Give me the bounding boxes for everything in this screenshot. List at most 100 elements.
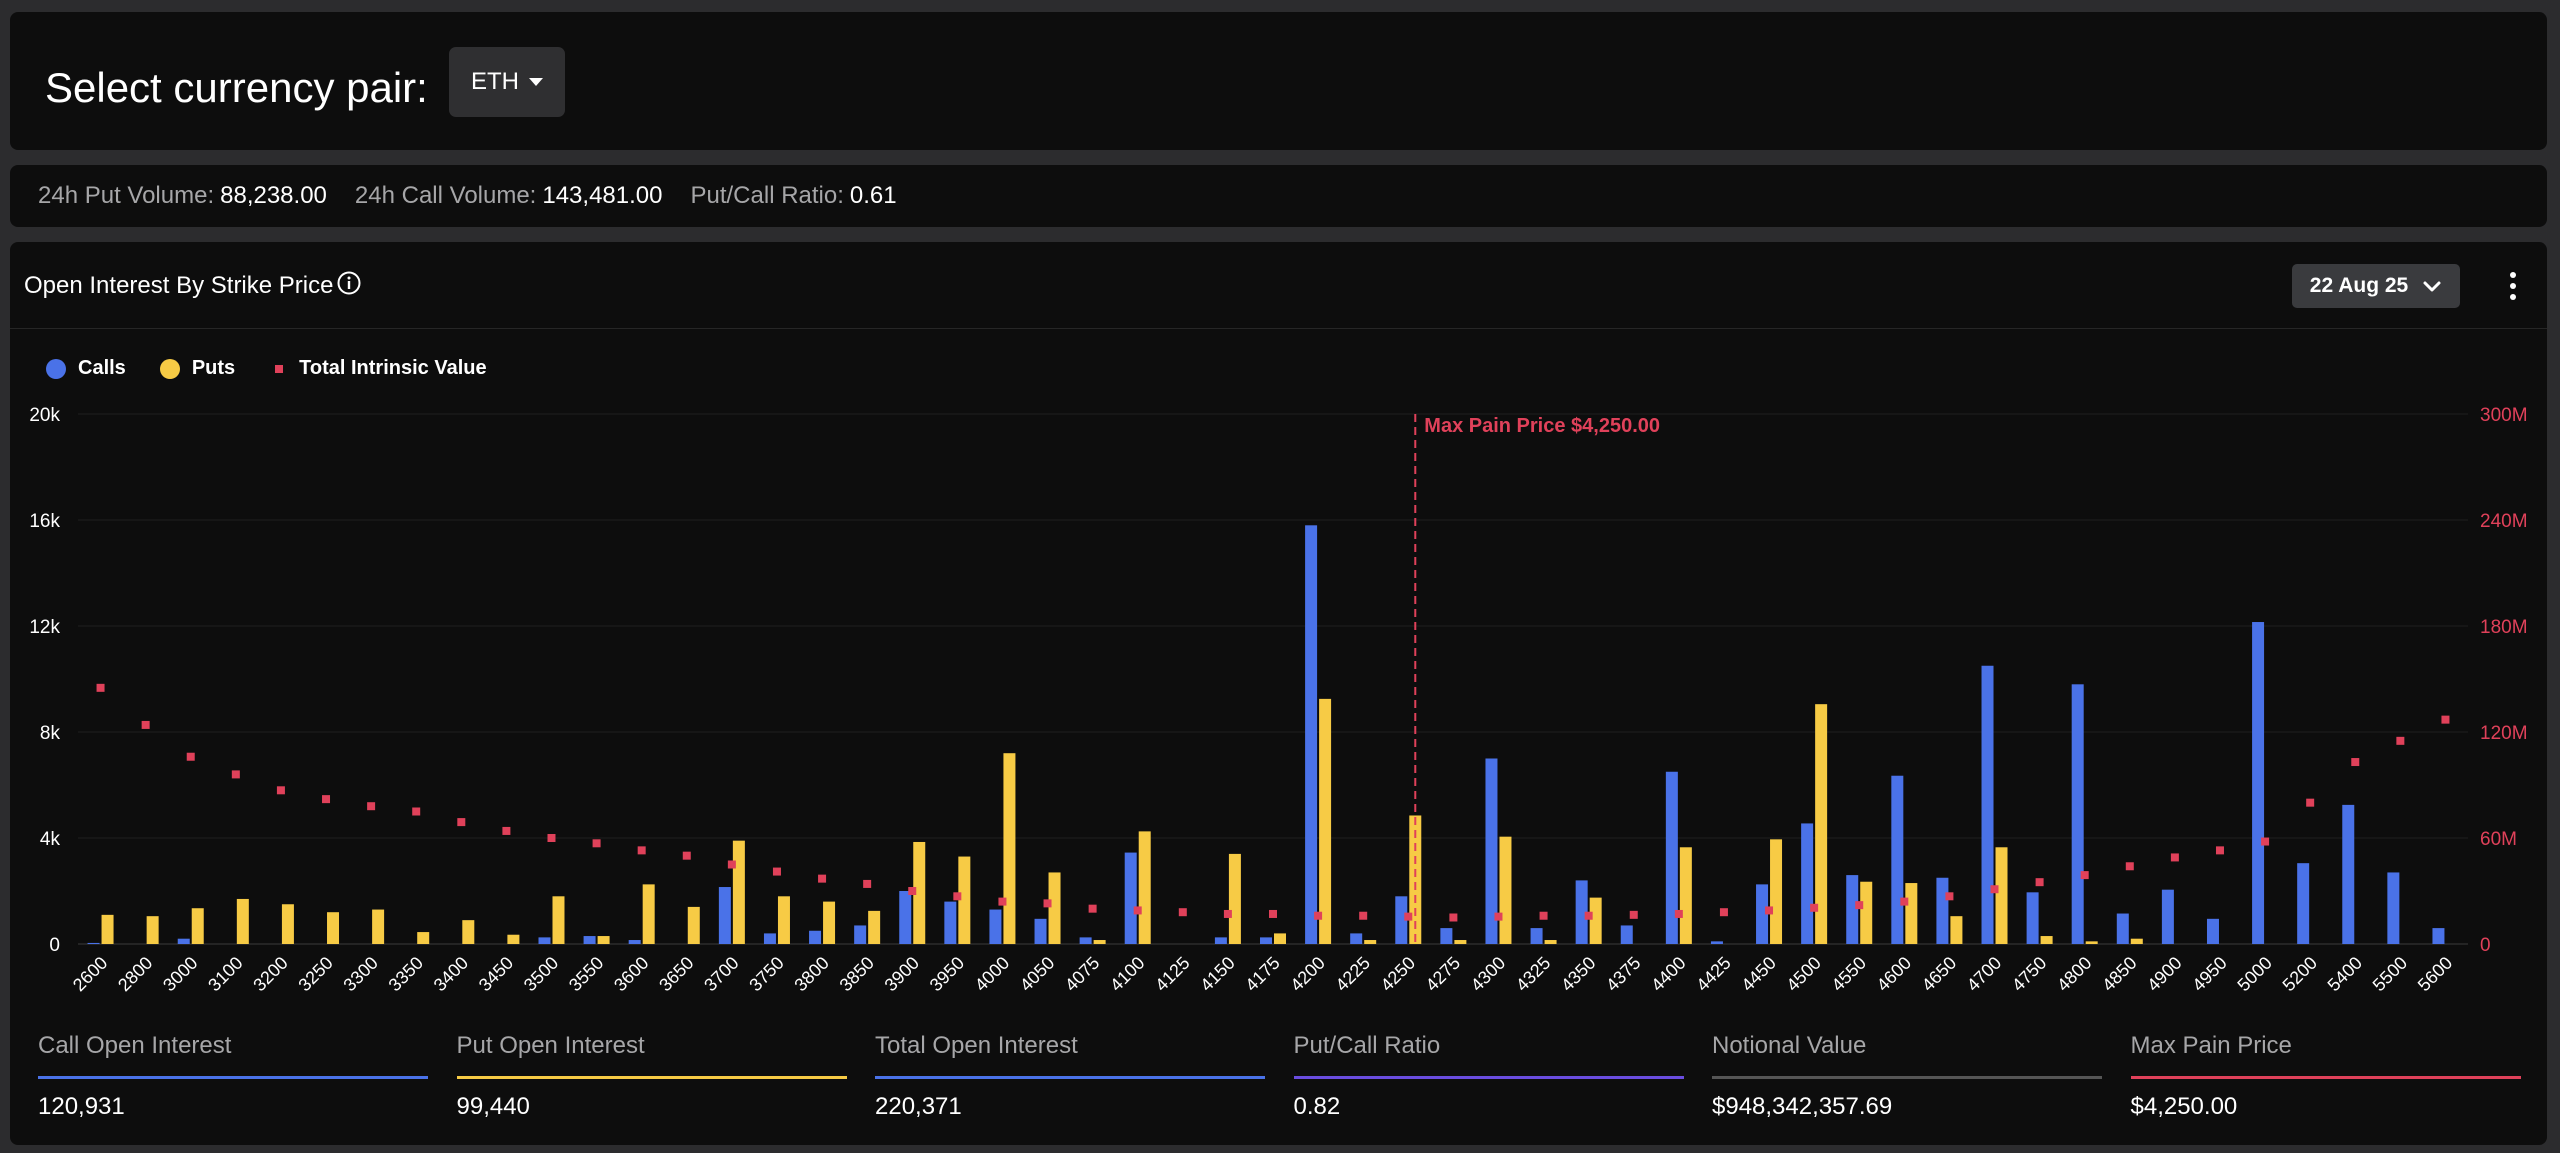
metric-value: $948,342,357.69 [1712, 1093, 1893, 1120]
call-bar [1260, 937, 1272, 944]
put-bar [327, 912, 340, 944]
legend-calls[interactable]: Calls [46, 357, 126, 380]
x-tick-label: 4600 [1873, 953, 1915, 995]
expiry-date-dropdown[interactable]: 22 Aug 25 [2292, 264, 2460, 308]
intrinsic-value-point [1945, 892, 1954, 901]
x-tick-label: 3000 [159, 953, 201, 995]
call-bar [1395, 896, 1408, 944]
metric-value: 220,371 [875, 1093, 962, 1120]
call-bar [1710, 941, 1723, 944]
put-bar [1589, 897, 1602, 944]
x-tick-label: 3800 [790, 953, 832, 995]
intrinsic-value-point [2306, 798, 2315, 807]
call-bar [538, 937, 551, 944]
put-bar [1364, 940, 1377, 944]
put-bar [101, 914, 114, 944]
intrinsic-value-point [457, 818, 466, 827]
x-tick-label: 4800 [2053, 953, 2095, 995]
x-tick-label: 4100 [1106, 953, 1148, 995]
x-tick-label: 2600 [69, 953, 111, 995]
call-bar [718, 887, 731, 944]
call-bar [1981, 665, 1994, 944]
x-tick-label: 3600 [610, 953, 652, 995]
x-tick-label: 4175 [1241, 953, 1283, 995]
put-bar [1995, 847, 2008, 944]
call-bar [989, 909, 1002, 944]
metric-label: Put/Call Ratio [1293, 1032, 1441, 1059]
put-bar [1770, 839, 1783, 944]
metric-value: 0.82 [1293, 1093, 1341, 1120]
legend-puts[interactable]: Puts [159, 357, 236, 380]
call-bar [583, 936, 596, 944]
put-bar [823, 901, 836, 944]
y2-tick-label: 60M [2480, 829, 2517, 850]
put-bar [1679, 847, 1692, 944]
put-bar [868, 910, 881, 944]
x-tick-label: 3650 [655, 953, 697, 995]
y-tick-label: 0 [49, 935, 60, 956]
call-bar [2342, 804, 2355, 944]
put-bar [417, 932, 430, 944]
intrinsic-value-point [96, 683, 105, 692]
x-tick-label: 3900 [881, 953, 923, 995]
page-title: Select currency pair: [45, 64, 428, 111]
call-bar [2206, 918, 2219, 944]
metric-underline [875, 1076, 1265, 1079]
summary-metrics: Call Open Interest 120,931 Put Open Intere… [38, 1032, 2538, 1132]
call-volume-stat: 24h Call Volume: 143,481.00 [355, 182, 663, 210]
caret-down-icon [529, 78, 543, 86]
legend-intrinsic[interactable]: Total Intrinsic Value [269, 357, 487, 380]
metric-label: Max Pain Price [2130, 1032, 2292, 1059]
x-tick-label: 4375 [1602, 953, 1644, 995]
metric-underline [456, 1076, 847, 1079]
call-bar [628, 940, 641, 944]
legend-puts-label: Puts [191, 357, 236, 379]
call-bar [87, 942, 100, 944]
x-tick-label: 3550 [565, 953, 607, 995]
x-tick-label: 4000 [971, 953, 1013, 995]
currency-dropdown[interactable]: ETH [449, 47, 565, 117]
x-tick-label: 4500 [1783, 953, 1825, 995]
intrinsic-value-point [2035, 878, 2044, 887]
put-bar [1454, 940, 1467, 944]
call-bar [899, 891, 912, 944]
metric-label: Put Open Interest [456, 1032, 645, 1059]
x-tick-label: 5600 [2414, 953, 2456, 995]
call-bar [2071, 684, 2084, 944]
chart-header: Open Interest By Strike Price 22 Aug 25 [10, 242, 2547, 329]
intrinsic-value-point [502, 826, 511, 835]
put-bar [552, 896, 565, 944]
info-icon[interactable] [336, 270, 362, 296]
chart-legend: Calls Puts Total Intrinsic Value [46, 357, 521, 380]
call-bar [2026, 892, 2039, 944]
call-bar [809, 930, 822, 944]
max-pain-label: Max Pain Price $4,250.00 [1424, 415, 1660, 437]
call-bar [2387, 872, 2400, 944]
intrinsic-value-point [2080, 871, 2089, 880]
currency-selector-panel: Select currency pair: ETH [10, 12, 2547, 150]
put-bar [2040, 936, 2053, 944]
intrinsic-value-point [367, 802, 376, 811]
intrinsic-value-point [1088, 904, 1097, 913]
call-bar [1801, 823, 1814, 944]
x-tick-label: 4275 [1422, 953, 1464, 995]
y2-tick-label: 300M [2480, 405, 2528, 426]
metric-underline [1293, 1076, 1684, 1079]
put-bar [1093, 940, 1106, 944]
intrinsic-value-point [998, 897, 1007, 906]
call-bar [2252, 622, 2265, 944]
x-tick-label: 3350 [385, 953, 427, 995]
put-bar [732, 840, 745, 944]
intrinsic-value-point [1539, 911, 1548, 920]
x-tick-label: 3250 [294, 953, 336, 995]
intrinsic-value-point [1359, 911, 1368, 920]
intrinsic-value-point [322, 795, 331, 804]
put-bar [372, 909, 385, 944]
put-bar [191, 908, 204, 944]
intrinsic-value-point [412, 807, 421, 816]
call-volume-label: 24h Call Volume: [354, 182, 537, 209]
more-options-icon[interactable] [2498, 266, 2528, 306]
call-bar [2116, 913, 2129, 944]
x-tick-label: 4700 [1963, 953, 2005, 995]
put-bar [1319, 698, 1332, 944]
